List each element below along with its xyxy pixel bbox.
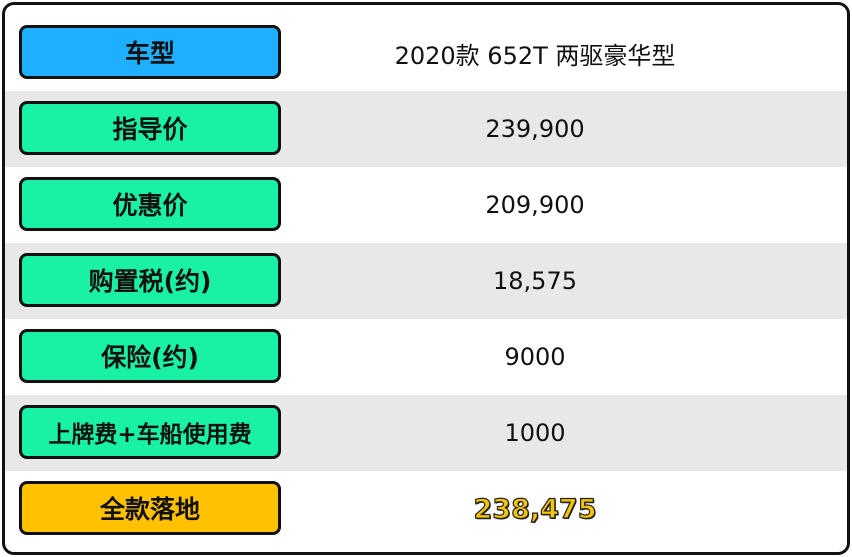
value-model: 2020款 652T 两驱豪华型 xyxy=(394,41,676,70)
table-row-model: 车型 2020款 652T 两驱豪华型 xyxy=(5,15,847,91)
value-insurance: 9000 xyxy=(504,343,566,371)
label-total: 全款落地 xyxy=(19,481,281,535)
label-discount-price: 优惠价 xyxy=(19,177,281,231)
table-row-discount-price: 优惠价 209,900 xyxy=(5,167,847,243)
label-purchase-tax: 购置税(约) xyxy=(19,253,281,307)
label-model: 车型 xyxy=(19,25,281,79)
label-registration-fee: 上牌费+车船使用费 xyxy=(19,405,281,459)
label-msrp: 指导价 xyxy=(19,101,281,155)
value-purchase-tax: 18,575 xyxy=(493,267,577,295)
table-row-msrp: 指导价 239,900 xyxy=(5,91,847,167)
table-row-purchase-tax: 购置税(约) 18,575 xyxy=(5,243,847,319)
label-insurance: 保险(约) xyxy=(19,329,281,383)
table-row-total: 全款落地 238,475 xyxy=(5,471,847,547)
value-msrp: 239,900 xyxy=(485,115,585,143)
value-discount-price: 209,900 xyxy=(485,191,585,219)
value-registration-fee: 1000 xyxy=(504,419,566,447)
value-total: 238,475 xyxy=(473,493,597,525)
table-row-insurance: 保险(约) 9000 xyxy=(5,319,847,395)
table-row-registration-fee: 上牌费+车船使用费 1000 xyxy=(5,395,847,471)
